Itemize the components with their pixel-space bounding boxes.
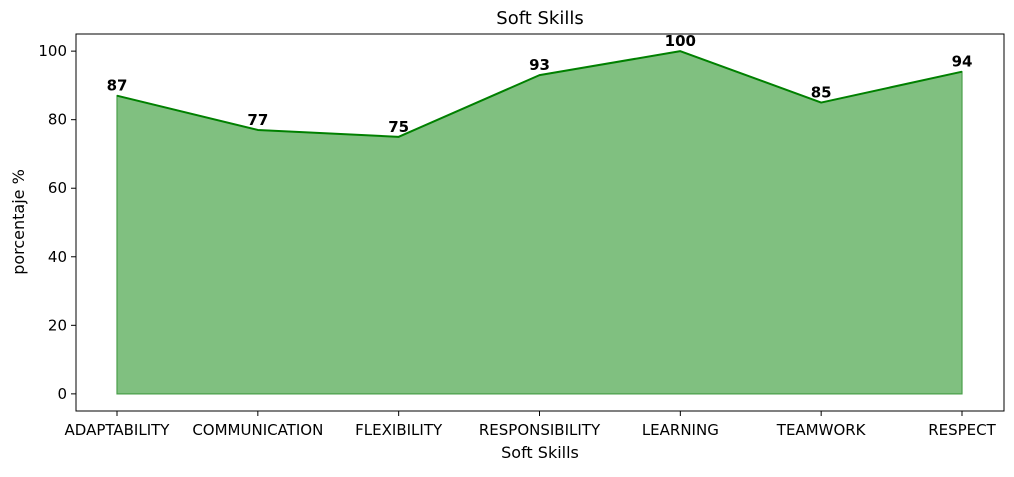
x-tick-label: COMMUNICATION: [192, 421, 323, 439]
x-tick-label: FLEXIBILITY: [355, 421, 443, 439]
x-tick-label: LEARNING: [642, 421, 719, 439]
y-tick-label: 80: [48, 111, 67, 129]
x-tick-label: TEAMWORK: [776, 421, 867, 439]
data-label: 100: [665, 32, 696, 50]
data-label: 77: [247, 111, 268, 129]
data-label: 85: [811, 84, 832, 102]
y-tick-label: 40: [48, 248, 67, 266]
x-axis-label: Soft Skills: [501, 443, 579, 462]
y-tick-label: 100: [38, 42, 67, 60]
data-label: 94: [952, 53, 973, 71]
area-fill: [116, 50, 963, 395]
x-tick-label: RESPECT: [928, 421, 996, 439]
area-layer: [116, 50, 963, 395]
x-tick-label: RESPONSIBILITY: [479, 421, 601, 439]
data-label: 93: [529, 56, 550, 74]
data-labels: 87 77 75 93 100 85 94: [107, 32, 973, 136]
y-tick-label: 60: [48, 179, 67, 197]
y-tick-label: 0: [57, 385, 67, 403]
chart-title: Soft Skills: [496, 8, 583, 29]
y-axis: 0 20 40 60 80 100: [38, 42, 76, 403]
y-tick-label: 20: [48, 316, 67, 334]
series-line: [116, 50, 963, 138]
x-axis: ADAPTABILITY COMMUNICATION FLEXIBILITY RESP…: [65, 411, 997, 439]
data-label: 87: [107, 77, 128, 95]
data-label: 75: [388, 118, 409, 136]
y-axis-label: porcentaje %: [9, 169, 28, 275]
x-tick-label: ADAPTABILITY: [65, 421, 171, 439]
